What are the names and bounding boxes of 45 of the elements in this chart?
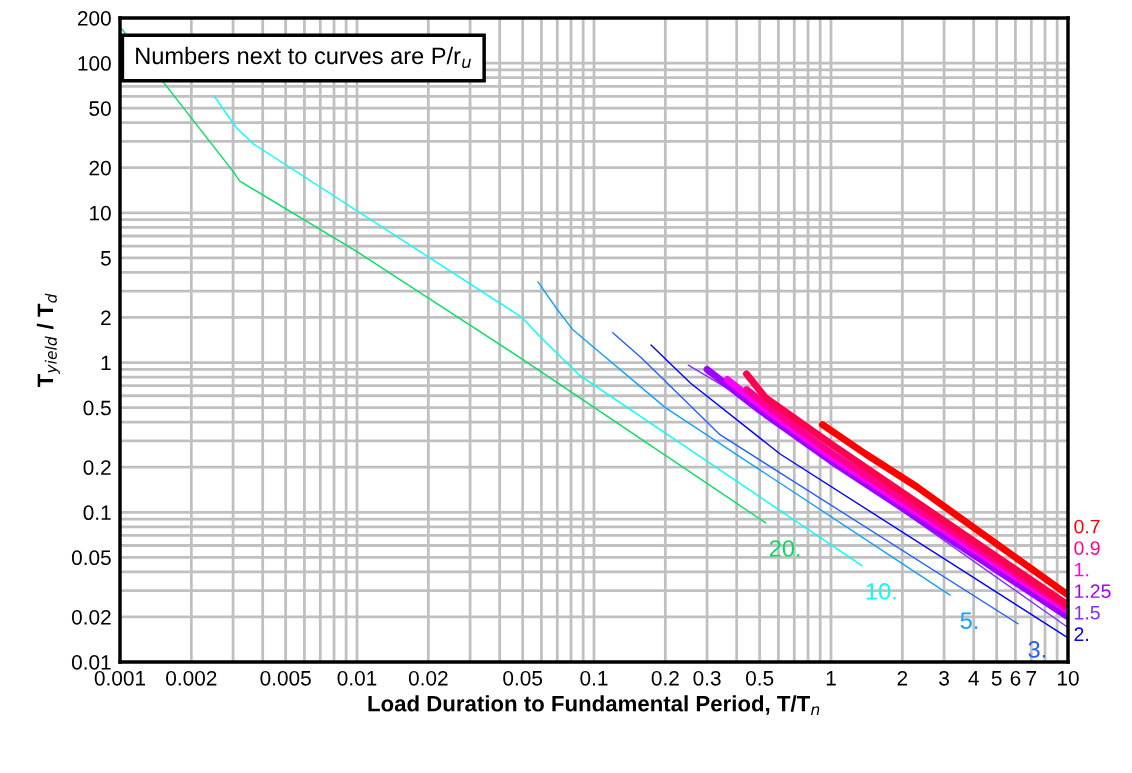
text: 0.9 [1074,541,1100,555]
series-label: 5. [960,612,978,630]
series-label: 20. [769,540,800,557]
y-tick-label: 5 [100,251,111,266]
y-tick-label: 50 [89,101,111,116]
x-tick-label: 6 [1010,670,1021,686]
y-tick-label: 0.1 [83,505,111,521]
text: 0.7 [1074,519,1100,534]
x-tick-label: 0.1 [580,670,608,686]
x-tick-label: 0.01 [337,670,377,686]
x-tick-label: 4 [968,671,979,686]
series-label: 1.5 [1075,606,1100,620]
y-tick-label: 0.2 [83,460,111,475]
x-tick-label: 0.05 [503,670,543,686]
series-label: 2. [1074,627,1088,641]
x-tick-label: 1 [826,671,836,686]
x-tick-label: 3 [939,670,949,686]
series-label: 10. [866,582,896,600]
x-tick-label: 0.5 [745,670,774,686]
y-axis-title: T$_{yield}$ / T$_{d}$ [36,293,60,388]
y-tick-label: 200 [77,11,111,26]
x-tick-label: 2 [897,670,908,686]
x-tick-label: 0.005 [260,670,311,686]
x-axis-title: Load Duration to Fundamental Period, T/T$_{n}$ [368,695,820,715]
y-tick-label: 0.05 [71,550,111,566]
x-tick-label: 7 [1026,671,1037,686]
x-tick-label: 10 [1058,670,1079,686]
y-tick-label: 0.01 [71,655,111,670]
series-label: 1. [1075,562,1088,577]
y-tick-label: 100 [78,56,111,71]
y-tick-label: 10 [90,205,111,221]
series-label: 1.25 [1075,584,1111,599]
x-tick-label: 0.002 [166,670,217,686]
y-tick-label: 2 [101,310,111,326]
annotation: Numbers next to curves are P/r$_{u}$ [136,46,471,69]
x-tick-label: 0.02 [408,670,448,686]
y-tick-label: 1 [101,355,111,371]
x-tick-label: 0.2 [651,670,679,686]
y-tick-label: 0.02 [71,609,111,625]
series-label: 3. [1028,641,1046,658]
y-tick-label: 20 [89,160,111,176]
x-tick-label: 5 [991,671,1002,686]
x-tick-label: 0.001 [94,670,146,686]
y-tick-label: 0.5 [83,400,111,416]
x-tick-label: 0.3 [693,670,721,686]
